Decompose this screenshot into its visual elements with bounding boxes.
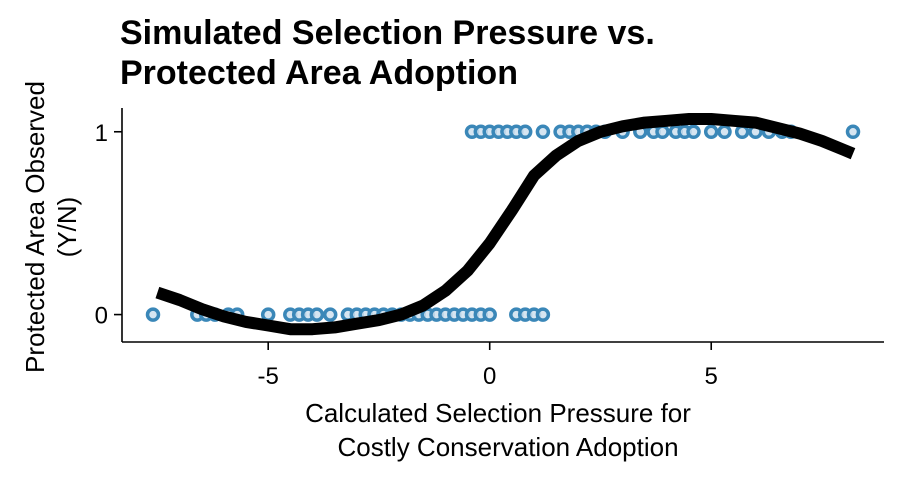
x-axis-ticks: -5 0 5: [258, 342, 718, 390]
data-point: [309, 307, 325, 322]
data-point: [260, 307, 276, 322]
data-point: [703, 124, 719, 140]
data-point: [717, 124, 732, 140]
x-axis-label-line-1: Calculated Selection Pressure for: [305, 398, 691, 428]
x-tick-label: 0: [483, 363, 496, 390]
data-point: [845, 124, 861, 140]
y-axis-label-line-2: (Y/N): [52, 197, 82, 258]
data-point: [535, 307, 551, 322]
data-point: [734, 124, 750, 140]
data-point: [145, 307, 161, 322]
y-axis-ticks: 01: [95, 120, 122, 330]
x-tick-label: -5: [258, 363, 279, 390]
y-tick-label: 1: [95, 120, 108, 147]
data-point: [535, 124, 551, 140]
chart-title-line-2: Protected Area Adoption: [120, 54, 518, 92]
data-point: [482, 307, 497, 322]
data-point: [517, 124, 533, 140]
chart-title-line-1: Simulated Selection Pressure vs.: [120, 14, 655, 52]
data-point: [686, 124, 701, 140]
y-axis-label-line-1: Protected Area Observed: [20, 81, 50, 373]
x-tick-label: 5: [705, 363, 718, 390]
x-axis-label-line-2: Costly Conservation Adoption: [337, 432, 678, 462]
data-point: [655, 124, 670, 140]
data-point: [322, 307, 338, 322]
y-tick-label: 0: [95, 303, 108, 330]
fitted-curve: [155, 113, 856, 336]
